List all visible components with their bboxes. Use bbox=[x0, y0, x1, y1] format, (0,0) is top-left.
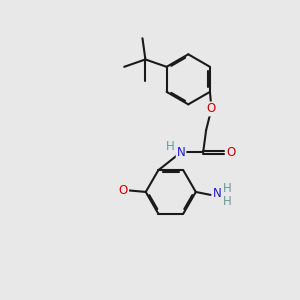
Text: H: H bbox=[223, 195, 232, 208]
Text: O: O bbox=[207, 102, 216, 116]
Text: N: N bbox=[213, 187, 222, 200]
Text: N: N bbox=[177, 146, 185, 159]
Text: H: H bbox=[223, 182, 232, 195]
Text: O: O bbox=[119, 184, 128, 197]
Text: H: H bbox=[166, 140, 174, 153]
Text: O: O bbox=[226, 146, 236, 159]
